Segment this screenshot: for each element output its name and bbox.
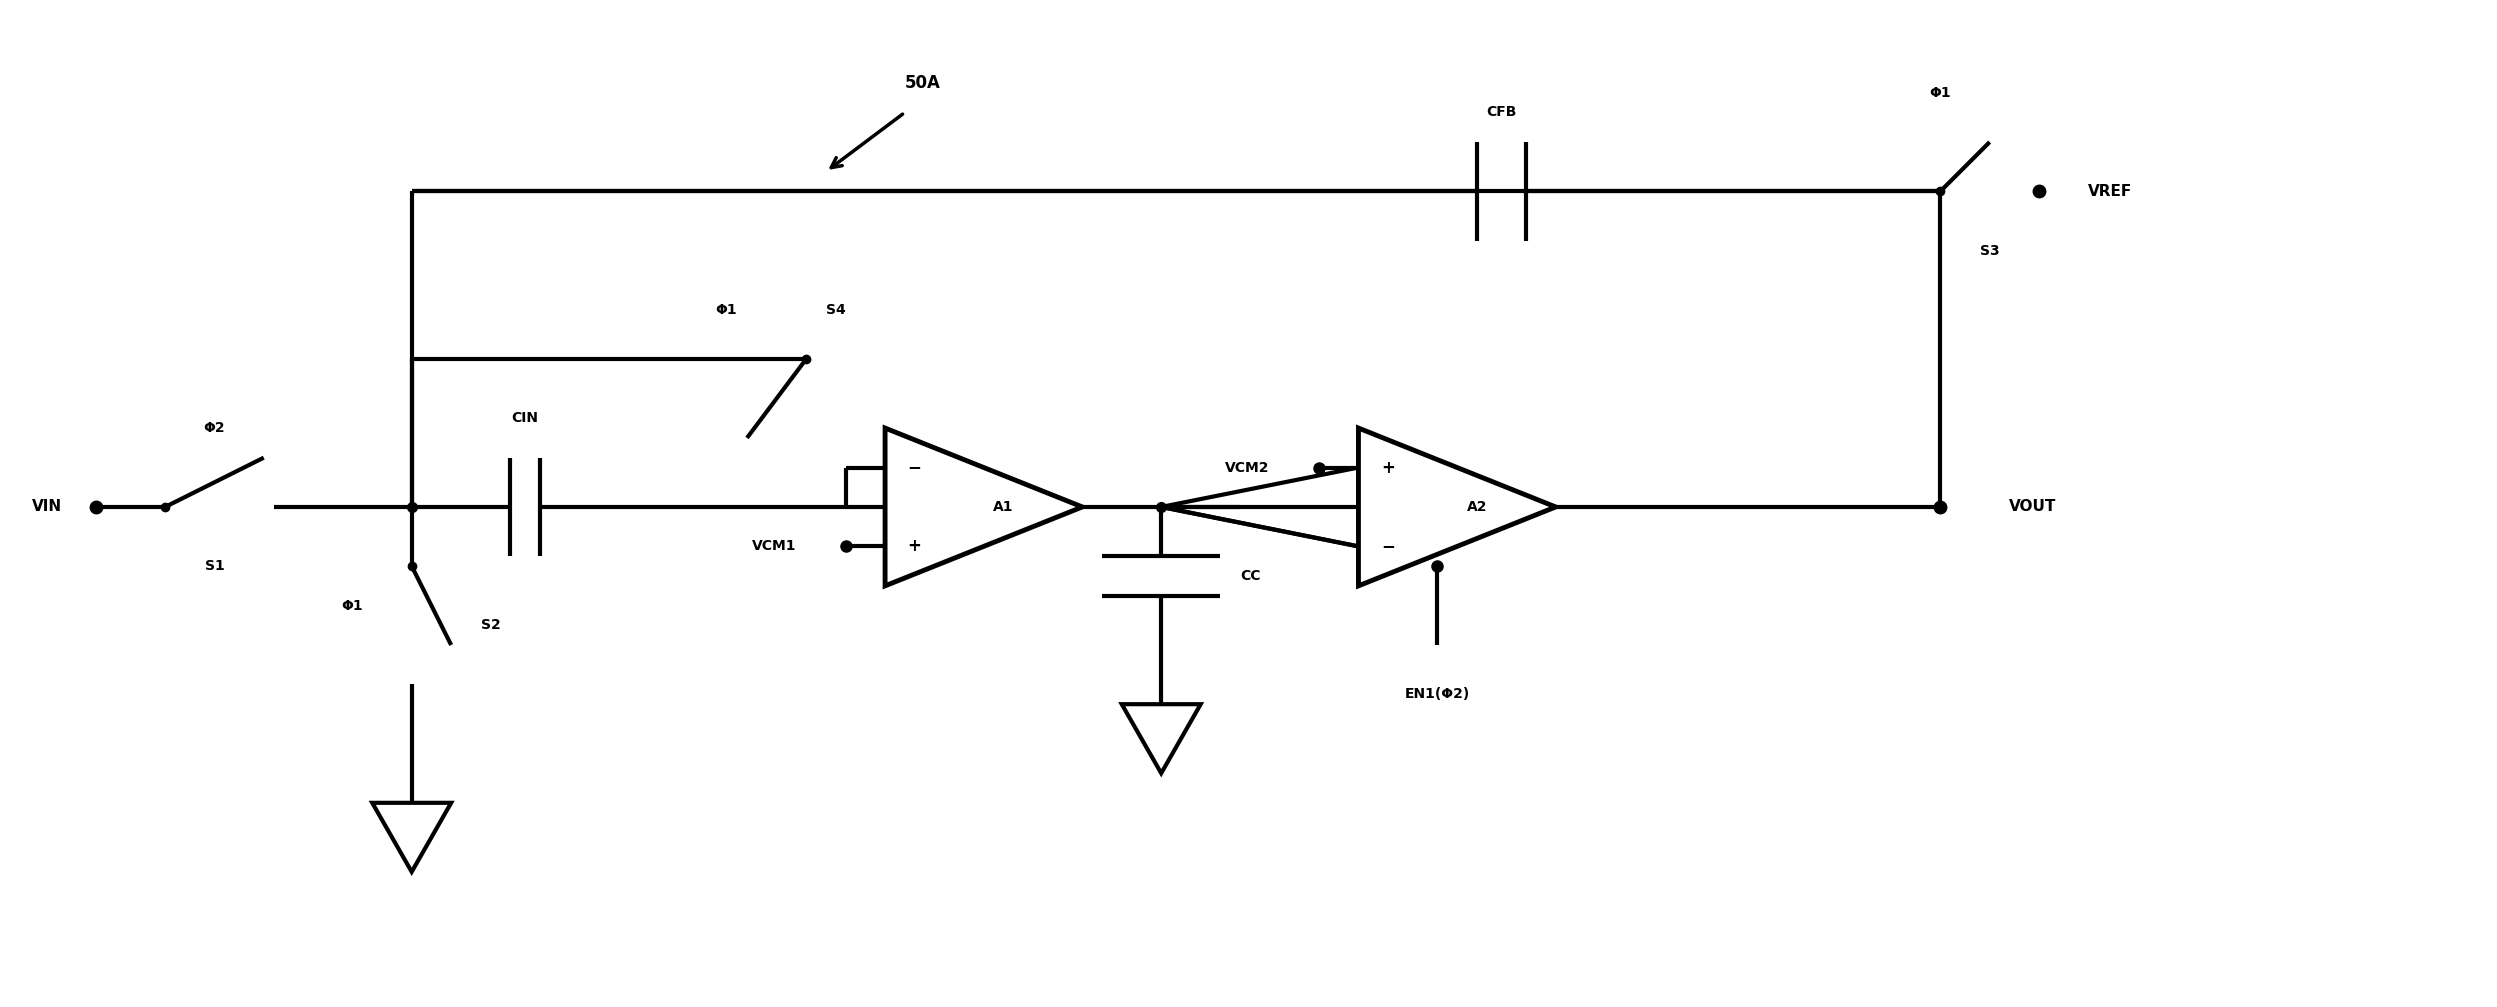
Text: VOUT: VOUT	[2010, 499, 2058, 515]
Text: Φ1: Φ1	[717, 303, 737, 317]
Text: A2: A2	[1466, 499, 1488, 514]
Text: −: −	[909, 458, 921, 476]
Text: Φ1: Φ1	[340, 598, 362, 612]
Text: S3: S3	[1980, 244, 2000, 258]
Text: S4: S4	[827, 303, 846, 317]
Text: CIN: CIN	[512, 411, 539, 425]
Text: 50A: 50A	[904, 74, 941, 92]
Text: S1: S1	[205, 559, 225, 573]
Text: +: +	[1381, 458, 1396, 476]
Text: CFB: CFB	[1486, 106, 1516, 120]
Text: −: −	[1381, 538, 1396, 556]
Text: CC: CC	[1241, 569, 1261, 583]
Text: VCM1: VCM1	[752, 540, 797, 554]
Text: VIN: VIN	[32, 499, 62, 515]
Text: S2: S2	[482, 618, 499, 632]
Text: +: +	[909, 538, 921, 556]
Text: A1: A1	[994, 499, 1014, 514]
Text: Φ2: Φ2	[205, 421, 225, 435]
Text: VREF: VREF	[2087, 184, 2132, 198]
Text: EN1(Φ2): EN1(Φ2)	[1406, 688, 1471, 701]
Text: Φ1: Φ1	[1930, 86, 1950, 100]
Text: VCM2: VCM2	[1226, 460, 1268, 474]
